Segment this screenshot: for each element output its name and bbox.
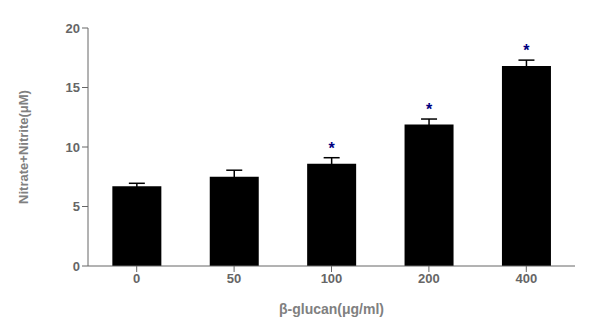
svg-text:50: 50 — [227, 271, 241, 286]
svg-text:200: 200 — [418, 271, 440, 286]
svg-text:400: 400 — [515, 271, 537, 286]
svg-text:10: 10 — [66, 140, 80, 155]
svg-text:*: * — [329, 140, 336, 157]
svg-text:*: * — [523, 42, 530, 59]
svg-text:0: 0 — [133, 271, 140, 286]
svg-text:β-glucan(μg/ml): β-glucan(μg/ml) — [279, 301, 384, 317]
svg-text:0: 0 — [73, 259, 80, 274]
svg-text:Nitrate+Nitrite(μM): Nitrate+Nitrite(μM) — [16, 90, 31, 204]
svg-text:15: 15 — [66, 80, 80, 95]
svg-text:100: 100 — [321, 271, 343, 286]
svg-text:20: 20 — [66, 21, 80, 36]
svg-text:*: * — [426, 101, 433, 118]
svg-text:5: 5 — [73, 199, 80, 214]
